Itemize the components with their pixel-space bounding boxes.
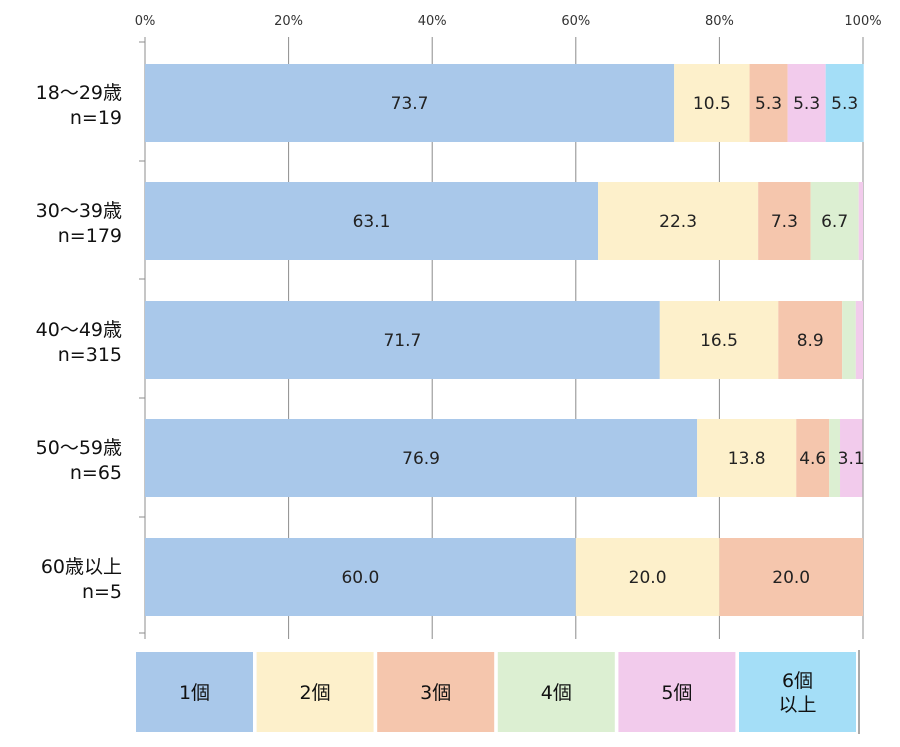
bar-segment bbox=[758, 182, 811, 260]
legend-label: 以上 bbox=[778, 694, 816, 716]
legend-label: 1個 bbox=[179, 682, 210, 704]
bar-segment bbox=[145, 182, 599, 260]
data-label: 60.0 bbox=[341, 568, 379, 588]
bar-segment bbox=[749, 64, 788, 142]
x-tick-label: 40% bbox=[418, 14, 447, 29]
bar-segment bbox=[829, 419, 841, 497]
bar-segment bbox=[842, 301, 856, 379]
category-count-label: n=19 bbox=[70, 107, 122, 129]
data-label: 20.0 bbox=[772, 568, 810, 588]
data-label: 13.8 bbox=[728, 449, 766, 469]
legend-swatch bbox=[618, 652, 736, 732]
legend-label: 6個 bbox=[782, 670, 813, 692]
data-label: 7.3 bbox=[771, 212, 798, 232]
data-label: 71.7 bbox=[383, 331, 421, 351]
category-count-label: n=179 bbox=[58, 225, 122, 247]
data-label: 8.9 bbox=[797, 331, 824, 351]
category-label: 60歳以上 bbox=[41, 556, 122, 578]
x-tick-label: 100% bbox=[844, 14, 881, 29]
data-label: 5.3 bbox=[793, 94, 820, 114]
legend-label: 5個 bbox=[661, 682, 692, 704]
data-label: 22.3 bbox=[659, 212, 697, 232]
bar-segment bbox=[719, 538, 863, 616]
labels: 0% 20% 40% 60% 80% 100% 73.7 10.5 5.3 5.3 5.3 18～29… bbox=[36, 14, 882, 603]
x-tick-label: 60% bbox=[561, 14, 590, 29]
data-label: 6.7 bbox=[821, 212, 848, 232]
category-label: 40～49歳 bbox=[36, 319, 122, 341]
legend-swatch bbox=[136, 652, 253, 732]
bar-segment bbox=[145, 301, 660, 379]
bar-segment bbox=[145, 538, 576, 616]
bar-segment bbox=[810, 182, 859, 260]
category-count-label: n=315 bbox=[58, 344, 122, 366]
data-label: 63.1 bbox=[353, 212, 391, 232]
data-label: 76.9 bbox=[402, 449, 440, 469]
legend-swatch bbox=[497, 652, 615, 732]
category-count-label: n=65 bbox=[70, 462, 122, 484]
bar-segment bbox=[659, 301, 779, 379]
data-label: 10.5 bbox=[693, 94, 731, 114]
legend-label: 3個 bbox=[420, 682, 451, 704]
legend-label: 2個 bbox=[300, 682, 331, 704]
legend-swatch bbox=[377, 652, 495, 732]
category-label: 18～29歳 bbox=[36, 82, 122, 104]
bar-segment bbox=[855, 301, 863, 379]
data-label: 20.0 bbox=[629, 568, 667, 588]
x-tick-label: 0% bbox=[135, 14, 156, 29]
bar-segment bbox=[796, 419, 830, 497]
bar-segment bbox=[778, 301, 843, 379]
bar-segment bbox=[145, 419, 698, 497]
bar-segment bbox=[145, 64, 675, 142]
bar-segment bbox=[858, 182, 863, 260]
data-label: 16.5 bbox=[700, 331, 738, 351]
category-label: 50～59歳 bbox=[36, 437, 122, 459]
legend-swatch bbox=[256, 652, 374, 732]
bar-segment bbox=[598, 182, 759, 260]
bar-segment bbox=[825, 64, 864, 142]
x-tick-label: 80% bbox=[705, 14, 734, 29]
legend-label: 4個 bbox=[541, 682, 572, 704]
bar-segment bbox=[840, 419, 863, 497]
category-count-label: n=5 bbox=[82, 581, 122, 603]
data-label: 73.7 bbox=[391, 94, 429, 114]
data-label: 5.3 bbox=[755, 94, 782, 114]
bar-segment bbox=[674, 64, 750, 142]
legend-swatch bbox=[739, 652, 856, 732]
data-label: 3.1 bbox=[838, 449, 865, 469]
bar-segment bbox=[697, 419, 797, 497]
bars bbox=[145, 64, 864, 616]
data-label: 5.3 bbox=[831, 94, 858, 114]
bar-segment bbox=[787, 64, 826, 142]
data-label: 4.6 bbox=[799, 449, 826, 469]
x-tick-label: 20% bbox=[274, 14, 303, 29]
category-label: 30～39歳 bbox=[36, 200, 122, 222]
bar-segment bbox=[575, 538, 720, 616]
